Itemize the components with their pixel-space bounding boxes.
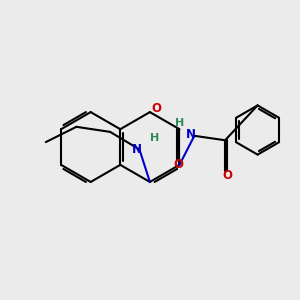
- Text: O: O: [223, 169, 232, 182]
- Text: O: O: [152, 102, 161, 115]
- Text: N: N: [186, 128, 197, 141]
- Text: N: N: [132, 143, 142, 156]
- Text: H: H: [176, 118, 185, 128]
- Text: H: H: [150, 133, 159, 143]
- Text: O: O: [173, 158, 183, 171]
